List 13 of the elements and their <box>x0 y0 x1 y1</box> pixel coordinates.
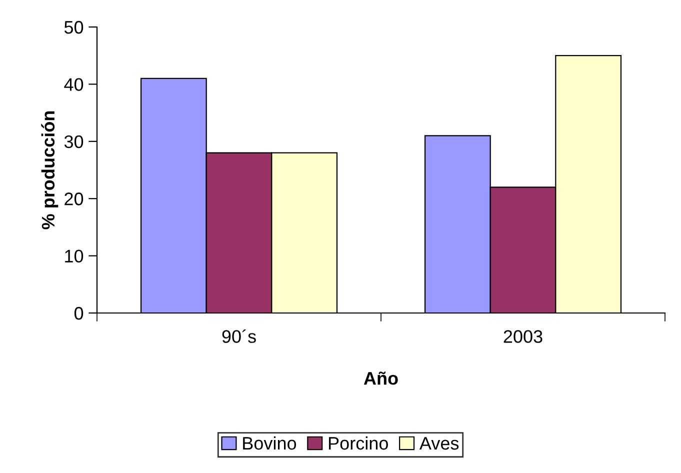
y-tick-label: 10 <box>65 250 84 263</box>
x-tick-label: 2003 <box>504 330 542 343</box>
x-tick-label: 90´s <box>222 329 256 343</box>
legend-label: Porcino <box>328 436 388 450</box>
y-tick-label: 40 <box>64 78 84 91</box>
y-tick-label: 20 <box>64 192 84 206</box>
legend-label: Aves <box>419 437 459 450</box>
x-axis-title: Año <box>364 372 398 385</box>
y-tick-label: 50 <box>64 20 84 34</box>
legend-label: Bovino <box>243 436 296 450</box>
y-tick-label: 0 <box>74 306 84 320</box>
y-axis-title: % producción <box>41 111 58 230</box>
y-tick-label: 30 <box>64 135 84 148</box>
